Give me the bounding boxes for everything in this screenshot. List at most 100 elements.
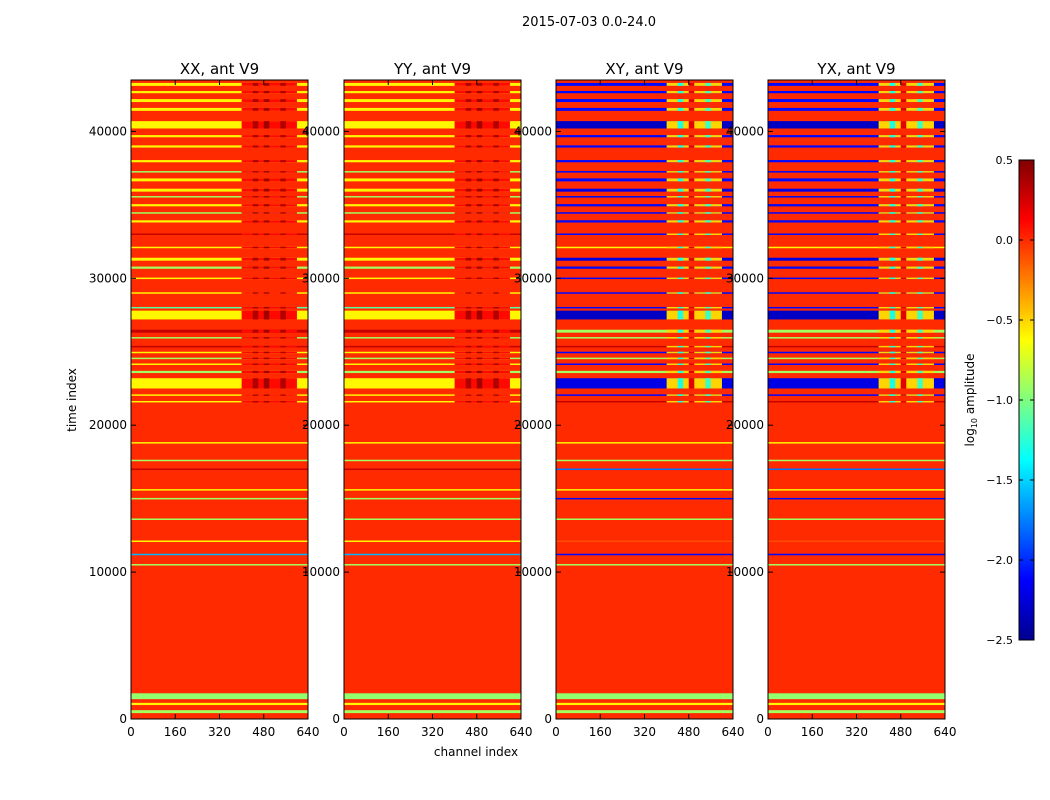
- heatmap-rfi-cell: [493, 370, 499, 374]
- heatmap-rfi-cell: [688, 345, 695, 348]
- colorbar-tick-label: −1.5: [986, 474, 1013, 487]
- heatmap-rfi-cell: [476, 99, 483, 103]
- heatmap-band: [344, 257, 521, 261]
- heatmap-rfi-cell: [677, 99, 684, 103]
- heatmap-rfi-cell: [465, 257, 472, 261]
- heatmap-rfi-cell: [465, 160, 472, 163]
- heatmap-rfi-cell: [677, 171, 684, 173]
- x-tick-label: 160: [589, 725, 612, 739]
- heatmap-band: [131, 489, 308, 491]
- heatmap-rfi-cell: [677, 145, 684, 148]
- heatmap-band: [344, 710, 521, 714]
- heatmap-band: [556, 357, 733, 360]
- heatmap-rfi-cell: [493, 257, 499, 261]
- y-tick-label: 20000: [89, 418, 127, 432]
- heatmap-rfi-cell: [688, 233, 695, 236]
- heatmap-rfi-cell: [889, 82, 896, 86]
- heatmap-band: [344, 497, 521, 500]
- y-tick-label: 0: [756, 712, 764, 726]
- heatmap-rfi-cell: [493, 266, 499, 269]
- heatmap-rfi-cell: [705, 351, 711, 354]
- heatmap-rfi-cell: [263, 400, 270, 403]
- heatmap-rfi-cell: [476, 292, 483, 294]
- heatmap-rfi-cell: [252, 99, 259, 103]
- heatmap-band: [131, 357, 308, 360]
- heatmap-background: [768, 80, 945, 719]
- heatmap-rfi-cell: [465, 277, 472, 280]
- heatmap-rfi-cell: [688, 188, 695, 192]
- heatmap-band: [131, 442, 308, 444]
- heatmap-band: [131, 121, 308, 129]
- heatmap-band: [131, 178, 308, 182]
- heatmap-rfi-cell: [252, 233, 259, 236]
- heatmap-rfi-cell: [465, 171, 472, 173]
- heatmap-rfi-cell: [705, 178, 711, 182]
- heatmap-rfi-cell: [917, 178, 923, 182]
- heatmap-rfi-cell: [252, 345, 259, 348]
- heatmap-rfi-cell: [900, 277, 907, 280]
- heatmap-rfi-cell: [476, 178, 483, 182]
- heatmap-band: [768, 99, 945, 103]
- heatmap-rfi-cell: [705, 212, 711, 214]
- heatmap-rfi-cell: [252, 204, 259, 207]
- heatmap-rfi-cell: [280, 351, 286, 354]
- heatmap-rfi-cell: [465, 246, 472, 249]
- heatmap-rfi-cell: [917, 266, 923, 269]
- heatmap-rfi-cell: [705, 171, 711, 173]
- heatmap-band: [344, 459, 521, 462]
- heatmap-rfi-cell: [263, 306, 270, 309]
- x-tick-label: 480: [252, 725, 275, 739]
- heatmap-band: [344, 400, 521, 403]
- heatmap-band: [131, 345, 308, 348]
- heatmap-rfi-cell: [677, 82, 684, 86]
- heatmap-rfi-cell: [280, 145, 286, 148]
- heatmap-rfi-cell: [493, 292, 499, 294]
- heatmap-rfi-cell: [900, 370, 907, 374]
- heatmap-rfi-cell: [465, 91, 472, 94]
- panel-0: XX, ant V9 0 160 320 480 640 0 10000 20000 30000 4…: [89, 60, 320, 739]
- heatmap-band: [556, 345, 733, 348]
- panel-1: YY, ant V9 0 160 320 480 640 0 10000 20000 30000 4…: [302, 60, 533, 739]
- heatmap-rfi-cell: [677, 160, 684, 163]
- heatmap-rfi-cell: [688, 99, 695, 103]
- heatmap-band: [556, 363, 733, 366]
- heatmap-rfi-cell: [917, 363, 923, 366]
- heatmap-rfi-cell: [889, 292, 896, 294]
- heatmap-rfi-cell: [705, 345, 711, 348]
- heatmap-rfi-cell: [252, 329, 259, 333]
- heatmap-rfi-cell: [688, 82, 695, 86]
- heatmap-rfi-cell: [280, 378, 286, 389]
- heatmap-band: [131, 277, 308, 280]
- heatmap-rfi-cell: [263, 370, 270, 374]
- heatmap-rfi-cell: [900, 233, 907, 236]
- heatmap-rfi-cell: [688, 394, 695, 396]
- heatmap-rfi-cell: [688, 357, 695, 360]
- heatmap-band: [556, 564, 733, 566]
- heatmap-band: [344, 370, 521, 374]
- heatmap-rfi-cell: [493, 277, 499, 280]
- heatmap-rfi-cell: [476, 233, 483, 236]
- heatmap-rfi-cell: [476, 82, 483, 86]
- heatmap-rfi-cell: [263, 196, 270, 198]
- heatmap-rfi-cell: [917, 82, 923, 86]
- heatmap-rfi-cell: [677, 233, 684, 236]
- heatmap-rfi-cell: [252, 400, 259, 403]
- heatmap-rfi-cell: [917, 378, 923, 389]
- heatmap-band: [556, 160, 733, 163]
- heatmap-rfi-cell: [465, 292, 472, 294]
- heatmap-rfi-cell: [493, 329, 499, 333]
- heatmap-band: [768, 710, 945, 714]
- x-tick-label: 640: [722, 725, 745, 739]
- heatmap-rfi-cell: [280, 160, 286, 163]
- heatmap-band: [768, 306, 945, 309]
- heatmap-band: [344, 171, 521, 173]
- heatmap-band: [768, 329, 945, 333]
- heatmap-band: [768, 489, 945, 491]
- heatmap-rfi-cell: [900, 394, 907, 396]
- heatmap-rfi-cell: [280, 345, 286, 348]
- heatmap-rfi-cell: [465, 345, 472, 348]
- heatmap-rfi-cell: [465, 204, 472, 207]
- heatmap-rfi-cell: [900, 99, 907, 103]
- figure-title: 2015-07-03 0.0-24.0: [522, 15, 656, 30]
- heatmap-rfi-cell: [476, 306, 483, 309]
